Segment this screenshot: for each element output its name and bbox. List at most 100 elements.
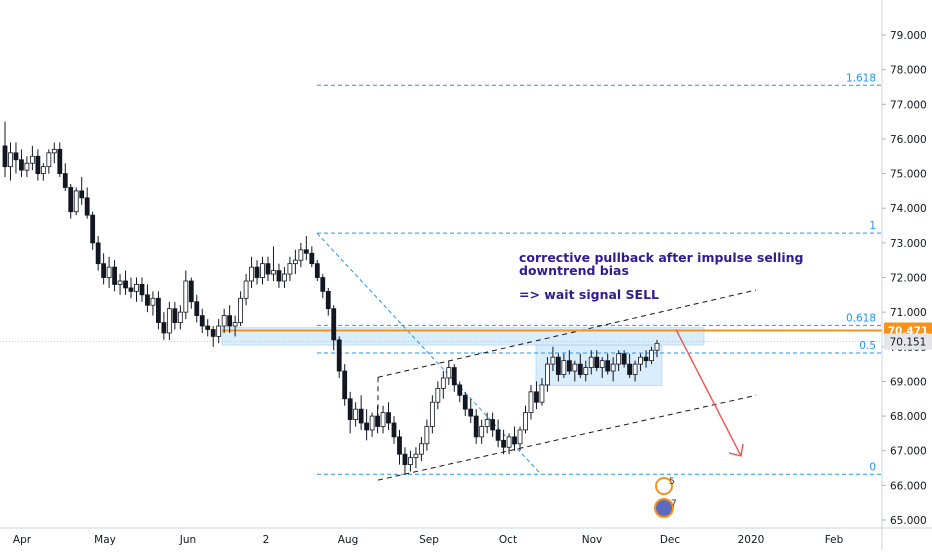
candle-body	[358, 408, 364, 424]
candle-body	[402, 453, 408, 465]
candle-body	[117, 280, 123, 285]
candle-body	[150, 297, 156, 306]
candle-102	[561, 353, 567, 378]
candle-body	[282, 273, 287, 282]
candle-16	[90, 211, 96, 250]
candle-body	[446, 367, 452, 379]
candle-body	[429, 401, 435, 427]
candle-61	[336, 336, 342, 378]
y-tick-label: 74.000	[890, 203, 927, 215]
fib-label-1: 1	[869, 220, 876, 232]
candle-22	[123, 270, 128, 295]
candle-body	[183, 280, 189, 313]
candle-body	[79, 190, 85, 199]
candle-83	[457, 381, 463, 403]
candle-body	[156, 297, 161, 323]
candle-12	[68, 183, 74, 219]
candle-76	[419, 436, 424, 462]
candle-body	[638, 356, 643, 365]
candle-34	[188, 277, 194, 309]
channel-upper-line	[377, 289, 757, 378]
candle-body	[523, 412, 528, 431]
candle-101	[555, 353, 561, 382]
candle-body	[561, 360, 567, 375]
candle-25	[139, 277, 145, 302]
candle-20	[112, 260, 117, 292]
candle-body	[139, 284, 145, 296]
candle-56	[309, 246, 315, 268]
candle-body	[40, 166, 46, 174]
candle-body	[588, 356, 594, 368]
candle-body	[440, 377, 446, 389]
candle-49	[271, 246, 276, 281]
candle-93	[512, 426, 517, 451]
candle-110	[605, 353, 611, 375]
candle-21	[117, 274, 123, 295]
candle-body	[331, 308, 337, 341]
x-tick-label: Jun	[179, 534, 196, 546]
candle-18	[101, 253, 107, 285]
candle-body	[380, 412, 386, 427]
candle-67	[369, 412, 375, 437]
candle-78	[429, 395, 435, 434]
candle-86	[473, 409, 479, 444]
candle-body	[386, 412, 391, 424]
candle-15	[84, 187, 90, 219]
candle-body	[555, 356, 561, 375]
candle-46	[254, 260, 260, 285]
candle-body	[101, 263, 107, 278]
x-tick-label: 2	[263, 534, 270, 546]
y-tick-label: 79.000	[890, 30, 927, 42]
candle-19	[106, 256, 112, 288]
candle-71	[391, 416, 397, 444]
candle-100	[550, 346, 556, 372]
candle-body	[123, 280, 128, 289]
candle-body	[473, 415, 479, 438]
price-badge-text: 70.151	[890, 337, 927, 349]
candle-90	[495, 419, 501, 448]
candle-80	[440, 371, 446, 399]
candle-51	[282, 267, 287, 288]
y-tick-label: 65.000	[890, 515, 927, 527]
candle-54	[298, 242, 304, 268]
candle-body	[632, 363, 638, 375]
candle-60	[331, 305, 337, 351]
y-tick-label: 66.000	[890, 480, 927, 492]
candle-108	[594, 350, 600, 372]
candle-body	[545, 363, 550, 386]
candle-body	[506, 436, 512, 448]
candle-body	[468, 408, 474, 417]
candle-117	[643, 350, 649, 368]
candle-1	[8, 142, 13, 181]
candle-body	[572, 363, 578, 372]
candle-112	[616, 350, 622, 372]
y-tick-label: 78.000	[890, 65, 927, 77]
candle-64	[353, 402, 359, 427]
candle-body	[287, 263, 293, 275]
candle-body	[577, 363, 583, 375]
candle-43	[238, 291, 243, 327]
candle-38	[210, 326, 216, 347]
candle-body	[534, 391, 539, 403]
fib-label-0: 1.618	[846, 72, 876, 84]
candle-118	[649, 346, 654, 365]
candle-body	[594, 356, 600, 368]
candle-body	[654, 342, 660, 351]
fib-label-3: 0.5	[859, 340, 876, 352]
candle-105	[577, 353, 583, 378]
candle-85	[468, 398, 474, 424]
candle-27	[150, 291, 156, 316]
candle-body	[610, 363, 616, 372]
candle-36	[199, 308, 205, 333]
candle-body	[292, 259, 298, 265]
candle-37	[205, 319, 211, 337]
candle-body	[364, 422, 370, 431]
candle-44	[243, 274, 249, 306]
price-badge-1: 70.151	[884, 333, 932, 350]
candle-body	[566, 360, 572, 372]
candle-59	[325, 287, 331, 316]
candle-88	[484, 412, 490, 434]
y-tick-label: 68.000	[890, 411, 927, 423]
candle-body	[643, 356, 649, 362]
candle-body	[238, 297, 243, 323]
